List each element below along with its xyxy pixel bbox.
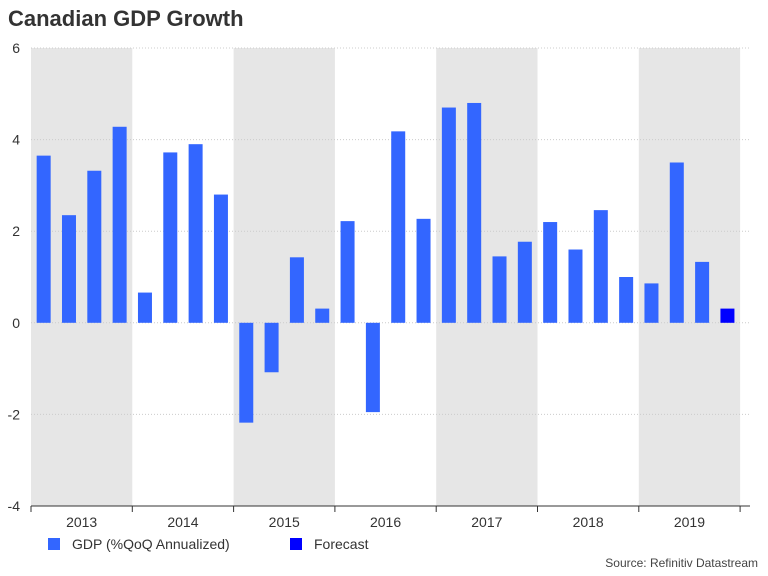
- x-axis: 2013 2014 2015 2016 2017 2018 2019: [30, 505, 750, 530]
- gdp-bar: [517, 241, 532, 323]
- x-tick-label-2019: 2019: [674, 514, 705, 530]
- x-tick-label-2018: 2018: [573, 514, 604, 530]
- gdp-bar: [264, 322, 279, 373]
- gdp-bar: [441, 107, 456, 323]
- x-tick-label-2016: 2016: [370, 514, 401, 530]
- y-tick-label: 6: [12, 40, 20, 56]
- legend-swatch-gdp: [48, 538, 60, 550]
- gdp-bar: [137, 292, 152, 323]
- x-tick-label-2017: 2017: [471, 514, 502, 530]
- gdp-bar: [467, 102, 482, 323]
- legend-swatch-forecast: [290, 538, 302, 550]
- gdp-bar: [365, 322, 380, 413]
- gdp-bar: [36, 155, 51, 323]
- legend-item-forecast: Forecast: [290, 536, 368, 552]
- chart-title: Canadian GDP Growth: [8, 6, 244, 31]
- forecast-bar: [720, 308, 735, 323]
- gdp-bar: [543, 222, 558, 323]
- gdp-bar: [644, 283, 659, 323]
- y-tick-label: 0: [12, 315, 20, 331]
- gdp-bar: [315, 308, 330, 323]
- y-axis-ticks: 6 4 2 0 -2 -4: [8, 40, 21, 514]
- gdp-bar: [61, 215, 76, 323]
- year-shade-2015: [233, 48, 335, 506]
- gdp-bar: [188, 144, 203, 323]
- legend-label-forecast: Forecast: [314, 536, 369, 552]
- x-tick-label-2014: 2014: [167, 514, 198, 530]
- gdp-bar: [695, 261, 710, 323]
- source-note: Source: Refinitiv Datastream: [605, 556, 758, 570]
- gdp-bar: [619, 277, 634, 323]
- gdp-bar: [87, 170, 102, 323]
- gdp-bar: [112, 126, 127, 323]
- gdp-bar: [289, 257, 304, 323]
- gdp-bar: [416, 218, 431, 323]
- gdp-bar: [568, 249, 583, 323]
- y-tick-label: 4: [12, 132, 20, 148]
- gdp-bar: [340, 221, 355, 323]
- legend-label-gdp: GDP (%QoQ Annualized): [72, 536, 230, 552]
- gdp-bar: [391, 131, 406, 323]
- gdp-bar: [213, 194, 228, 323]
- x-tick-label-2015: 2015: [269, 514, 300, 530]
- x-tick-label-2013: 2013: [66, 514, 97, 530]
- year-shading: [31, 48, 741, 506]
- bars: [36, 102, 735, 423]
- gdp-bar: [239, 322, 254, 423]
- gdp-bar: [593, 210, 608, 323]
- legend-item-gdp: GDP (%QoQ Annualized): [48, 536, 230, 552]
- gdp-bar: [163, 152, 178, 323]
- y-tick-label: -2: [8, 406, 21, 422]
- gdp-bar: [669, 162, 684, 323]
- gdp-bar: [492, 256, 507, 323]
- y-tick-label: -4: [8, 498, 21, 514]
- y-tick-label: 2: [12, 223, 20, 239]
- year-shade-2019: [638, 48, 741, 506]
